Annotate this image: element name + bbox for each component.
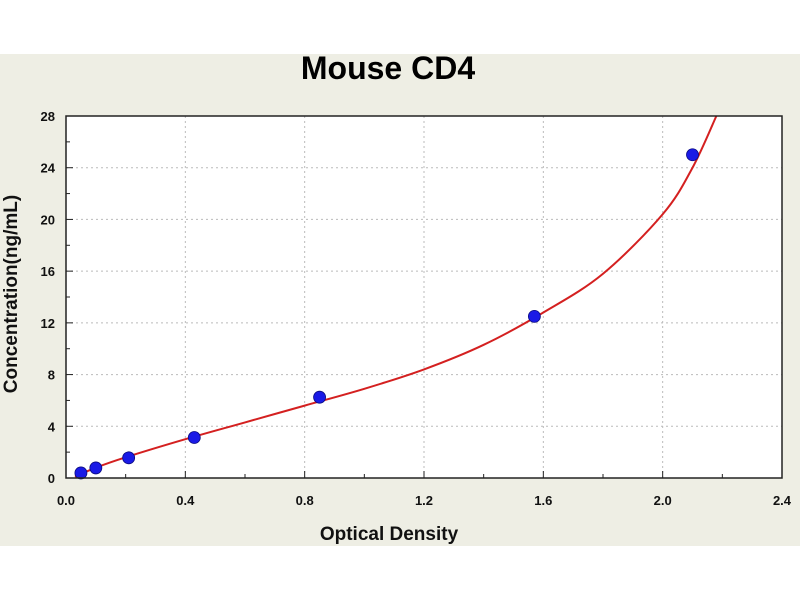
chart-title: Mouse CD4 [301, 54, 475, 86]
grid [66, 116, 782, 478]
y-tick-label: 28 [41, 109, 55, 124]
chart-figure: Mouse CD4 0.0 0.4 0.8 1.2 1.6 2.0 2.4 0 4 8 12 16 2… [0, 54, 800, 546]
x-tick-label: 0.4 [176, 493, 195, 508]
y-tick-label: 20 [41, 212, 55, 227]
x-tick-label: 1.2 [415, 493, 433, 508]
x-tick-label: 0.8 [296, 493, 314, 508]
x-tick-label: 2.4 [773, 493, 792, 508]
y-tick-label: 16 [41, 264, 55, 279]
y-axis-title: Concentration(ng/mL) [1, 195, 22, 393]
fit-curve-line [74, 115, 718, 478]
data-point [187, 431, 201, 444]
y-tick-label: 4 [48, 419, 56, 434]
y-tick-label: 0 [48, 471, 55, 486]
x-axis-ticks: 0.0 0.4 0.8 1.2 1.6 2.0 2.4 [57, 471, 792, 508]
data-point [527, 309, 541, 323]
x-tick-label: 2.0 [654, 493, 672, 508]
x-tick-label: 0.0 [57, 493, 75, 508]
y-tick-label: 8 [48, 368, 55, 383]
data-point [686, 148, 699, 162]
x-tick-label: 1.6 [534, 493, 552, 508]
y-tick-label: 12 [41, 316, 55, 331]
data-point [313, 390, 326, 404]
chart-canvas: Mouse CD4 0.0 0.4 0.8 1.2 1.6 2.0 2.4 0 4 8 12 16 2… [1, 54, 792, 545]
y-axis-ticks: 0 4 8 12 16 20 24 28 [41, 109, 73, 486]
data-point [122, 451, 136, 465]
y-tick-label: 24 [41, 161, 56, 176]
x-axis-title: Optical Density [320, 524, 459, 545]
fit-curve-layer [74, 115, 718, 478]
data-point [74, 466, 88, 480]
data-points-layer [74, 148, 699, 480]
data-point [89, 461, 103, 475]
